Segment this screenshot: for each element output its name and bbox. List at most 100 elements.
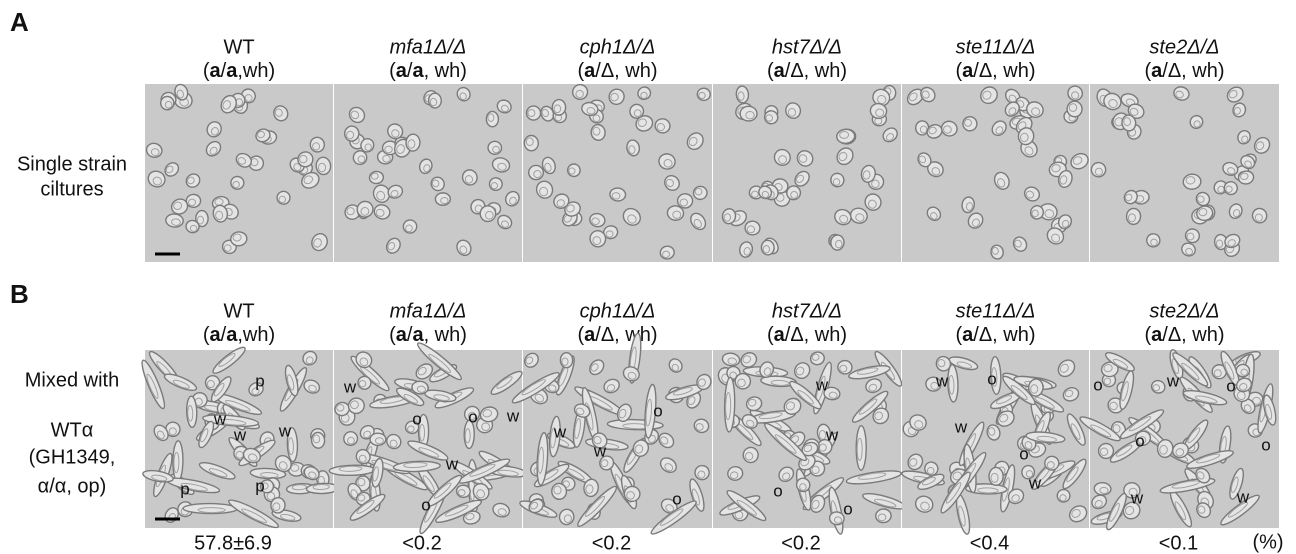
micrograph <box>328 342 528 535</box>
cell-shadow <box>1031 209 1039 218</box>
cell-shadow <box>909 458 918 467</box>
cell-shadow <box>856 367 879 375</box>
cell-shadow <box>765 114 773 122</box>
genotype-part: a <box>412 60 424 82</box>
cell-shadow <box>563 514 572 524</box>
cell-shadow <box>1008 94 1017 103</box>
genotype-part: a <box>412 324 424 346</box>
cell <box>310 431 326 449</box>
cell-shadow <box>317 162 327 173</box>
cell-shadow <box>338 465 363 472</box>
cell-shadow <box>671 363 679 372</box>
cell <box>1029 205 1045 220</box>
cell-shadow <box>481 422 491 432</box>
cell-shadow <box>187 198 197 207</box>
cell-shadow <box>634 444 644 454</box>
cell-shadow <box>459 92 467 101</box>
cell-shadow <box>527 109 536 117</box>
cell-shadow <box>210 127 219 136</box>
cell-shadow <box>798 154 808 163</box>
cell-shadow <box>171 218 181 226</box>
cell <box>163 373 198 391</box>
cell-shadow <box>375 208 385 217</box>
cell-shadow <box>858 398 878 415</box>
cell-shadow <box>1228 90 1238 99</box>
cell-shadow <box>1071 91 1080 100</box>
cell-shadow <box>500 104 509 113</box>
cell-annotation: w <box>954 417 968 436</box>
cell-shadow <box>433 482 452 499</box>
cell-shadow <box>509 196 517 205</box>
cell-shadow <box>541 108 549 118</box>
cell-shadow <box>592 126 601 136</box>
cell-shadow <box>287 437 294 456</box>
cell-shadow <box>305 356 314 365</box>
cell-shadow <box>877 513 887 522</box>
cell-annotation: o <box>1261 435 1270 454</box>
cell-shadow <box>382 154 391 163</box>
cell-shadow <box>664 463 674 472</box>
cell-shadow <box>457 489 466 497</box>
genotype-part: ( <box>1144 60 1151 82</box>
cell-shadow <box>694 187 703 196</box>
cell <box>1237 170 1255 185</box>
cell <box>1229 467 1245 500</box>
cell-shadow <box>1213 369 1222 378</box>
cell-shadow <box>1240 368 1249 376</box>
cell-shadow <box>855 213 865 222</box>
cell-shadow <box>389 439 398 448</box>
cell <box>659 245 675 260</box>
cell-shadow <box>487 113 495 122</box>
cell-shadow <box>645 398 653 427</box>
genotype-part: / <box>221 324 227 346</box>
cell-shadow <box>727 357 738 365</box>
cell-shadow <box>384 145 393 154</box>
cell-shadow <box>1175 448 1185 457</box>
cell-shadow <box>482 409 493 418</box>
cell-shadow <box>346 207 355 216</box>
cell-shadow <box>501 220 509 228</box>
cell <box>411 380 429 395</box>
cell-shadow <box>618 408 627 419</box>
cell-shadow <box>1194 395 1218 404</box>
cell <box>487 140 503 156</box>
cell-shadow <box>213 382 225 397</box>
cell-shadow <box>1265 403 1273 420</box>
cell-shadow <box>312 142 321 151</box>
cell-shadow <box>672 210 682 219</box>
cell <box>629 103 645 119</box>
cell <box>1017 127 1035 146</box>
cell <box>360 137 375 153</box>
cell <box>988 466 1004 486</box>
cell-shadow <box>937 359 946 368</box>
cell-shadow <box>918 155 927 164</box>
cell-shadow <box>1181 362 1200 381</box>
cell <box>689 478 705 512</box>
cell-annotation: o <box>773 481 782 500</box>
cell-shadow <box>1227 501 1249 518</box>
micrograph <box>145 83 333 262</box>
cell-shadow <box>762 245 771 254</box>
cell-shadow <box>1217 185 1225 194</box>
cell <box>195 209 209 228</box>
genotype-part: ( <box>203 60 210 82</box>
cell <box>198 461 236 480</box>
cell-shadow <box>1244 160 1253 168</box>
genotype-part: ( <box>955 60 962 82</box>
cell-shadow <box>525 356 534 365</box>
cell-shadow <box>725 392 732 421</box>
cell-shadow <box>1061 219 1070 228</box>
cell-shadow <box>999 413 1009 423</box>
cell-shadow <box>1171 480 1200 489</box>
micrograph <box>713 350 907 535</box>
mating-percent: 57.8±6.9 <box>194 532 272 554</box>
cell-shadow <box>1024 146 1034 156</box>
cell <box>371 457 384 488</box>
cell <box>1235 377 1253 393</box>
cell-shadow <box>1024 441 1033 450</box>
cell-shadow <box>308 471 317 479</box>
cell <box>828 511 845 526</box>
cell-shadow <box>662 250 670 259</box>
cell-shadow <box>745 110 755 120</box>
cell <box>230 231 248 247</box>
